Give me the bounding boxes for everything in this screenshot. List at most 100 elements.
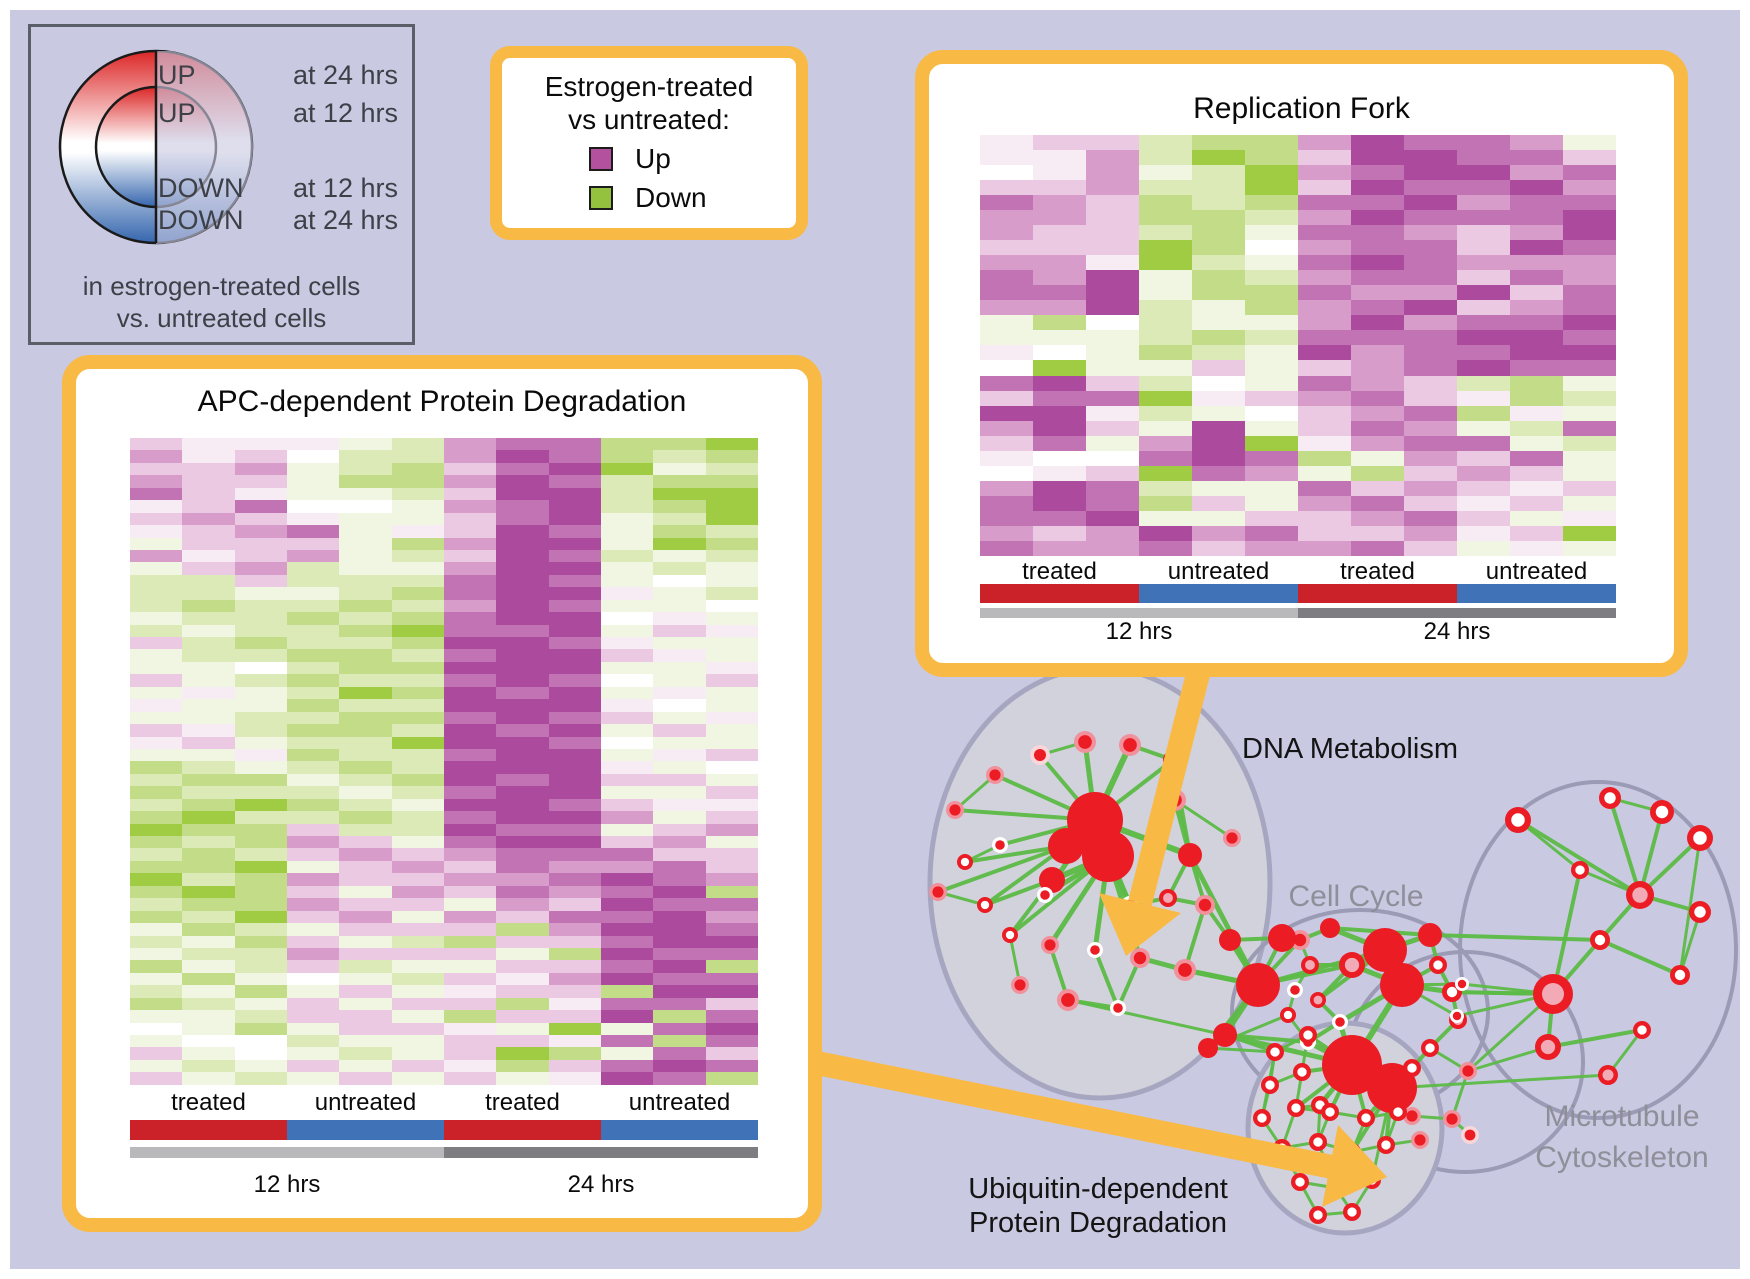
heatmap-row [980, 435, 1616, 451]
heatmap-row [130, 699, 758, 712]
apc-group-untreated-2: untreated [628, 1089, 731, 1116]
heatmap-row [980, 525, 1616, 541]
heatmap-row [980, 165, 1616, 181]
legend-up-12-label: UP [158, 98, 196, 128]
apc-group-treated-2: treated [485, 1089, 560, 1116]
heatmap-row [980, 255, 1616, 271]
replication-fork-panel: Replication Fork treated untreated treat… [915, 50, 1688, 677]
heatmap-row [130, 612, 758, 625]
legend-caption-line2: vs. untreated cells [116, 303, 327, 333]
heatmap-row [980, 510, 1616, 526]
heatmap-row [980, 360, 1616, 376]
heatmap-row [130, 599, 758, 613]
rf-group-treated-2: treated [1340, 558, 1415, 585]
heatmap-row [130, 549, 758, 563]
rf-time-labels: 12 hrs 24 hrs [980, 618, 1616, 646]
down-color-swatch [589, 186, 613, 210]
heatmap-row [130, 661, 758, 675]
heatmap-row [130, 997, 758, 1011]
updown-gradient-circle-icon [58, 49, 254, 245]
dna-metabolism-label: DNA Metabolism [1242, 733, 1458, 765]
heatmap-row [130, 910, 758, 924]
heatmap-row [130, 761, 758, 774]
up-label: Up [635, 143, 671, 174]
ubiquitin-degradation-label: Ubiquitin-dependent Protein Degradation [928, 1172, 1268, 1240]
heatmap-row [980, 450, 1616, 466]
rf-group-untreated-1: untreated [1167, 558, 1270, 585]
heatmap-row [980, 195, 1616, 211]
heatmap-row [130, 786, 758, 799]
apc-heatmap [130, 438, 758, 1085]
up-color-swatch [589, 147, 613, 171]
heatmap-row [130, 985, 758, 998]
heatmap-row [980, 330, 1616, 346]
apc-time-bars [130, 1147, 758, 1158]
apc-panel-title: APC-dependent Protein Degradation [197, 385, 687, 418]
heatmap-row [130, 873, 758, 886]
heatmap-row [130, 512, 758, 526]
legend-up-24-label: UP [158, 60, 196, 90]
heatmap-row [130, 947, 758, 961]
legend-down-24-label: DOWN [158, 205, 244, 235]
apc-group-untreated-1: untreated [314, 1089, 417, 1116]
heatmap-row [130, 1059, 758, 1073]
legend-time-24b: at 24 hrs [292, 205, 398, 235]
heatmap-row [130, 500, 758, 513]
heatmap-row [130, 823, 758, 836]
heatmap-row [980, 540, 1616, 556]
apc-degradation-panel: APC-dependent Protein Degradation treate… [62, 355, 822, 1232]
heatmap-row [130, 1035, 758, 1048]
heatmap-row [980, 180, 1616, 196]
heatmap-row [130, 798, 758, 812]
heatmap-row [130, 475, 758, 488]
heatmap-row [980, 345, 1616, 361]
heatmap-row [980, 210, 1616, 226]
heatmap-row [130, 972, 758, 986]
heatmap-row [980, 300, 1616, 316]
heatmap-row [130, 736, 758, 749]
heatmap-row [130, 935, 758, 948]
rf-group-labels: treated untreated treated untreated [980, 558, 1616, 586]
heatmap-row [130, 562, 758, 575]
rf-time-bars [980, 608, 1616, 618]
updown-legend-box: UP UP DOWN DOWN at 24 hrs at 12 hrs at 1… [28, 24, 415, 345]
apc-group-treated-1: treated [171, 1089, 246, 1116]
apc-12hrs-label: 12 hrs [253, 1171, 321, 1198]
estrogen-legend-title-line1: Estrogen-treated [544, 71, 754, 102]
heatmap-row [130, 487, 758, 501]
apc-condition-bars [130, 1120, 758, 1140]
rf-group-untreated-2: untreated [1485, 558, 1588, 585]
apc-24hrs-label: 24 hrs [567, 1171, 635, 1198]
rf-group-treated-1: treated [1022, 558, 1097, 585]
heatmap-row [130, 686, 758, 700]
rf-condition-bars [980, 584, 1616, 603]
legend-caption-line1: in estrogen-treated cells [82, 271, 361, 301]
heatmap-row [130, 923, 758, 936]
apc-time-labels: 12 hrs 24 hrs [130, 1171, 758, 1199]
heatmap-row [130, 1022, 758, 1035]
ubiquitin-label-line1: Ubiquitin-dependent [968, 1173, 1228, 1205]
heatmap-row [980, 315, 1616, 331]
heatmap-row [980, 390, 1616, 406]
heatmap-row [980, 405, 1616, 421]
heatmap-row [980, 420, 1616, 436]
rf-12hrs-label: 12 hrs [1105, 618, 1173, 645]
legend-down-12-label: DOWN [158, 173, 244, 203]
heatmap-row [980, 375, 1616, 391]
heatmap-row [980, 285, 1616, 301]
heatmap-row [130, 811, 758, 824]
heatmap-row [130, 748, 758, 762]
rf-24hrs-label: 24 hrs [1423, 618, 1491, 645]
heatmap-row [980, 495, 1616, 511]
replication-fork-heatmap [980, 135, 1616, 556]
heatmap-row [130, 450, 758, 463]
heatmap-row [130, 537, 758, 550]
apc-group-labels: treated untreated treated untreated [130, 1089, 758, 1117]
heatmap-row [980, 270, 1616, 286]
heatmap-row [130, 960, 758, 973]
microtubule-cytoskeleton-label: Microtubule Cytoskeleton [1497, 1096, 1747, 1178]
heatmap-row [130, 1072, 758, 1085]
legend-time-12b: at 12 hrs [292, 173, 398, 203]
heatmap-row [980, 150, 1616, 166]
